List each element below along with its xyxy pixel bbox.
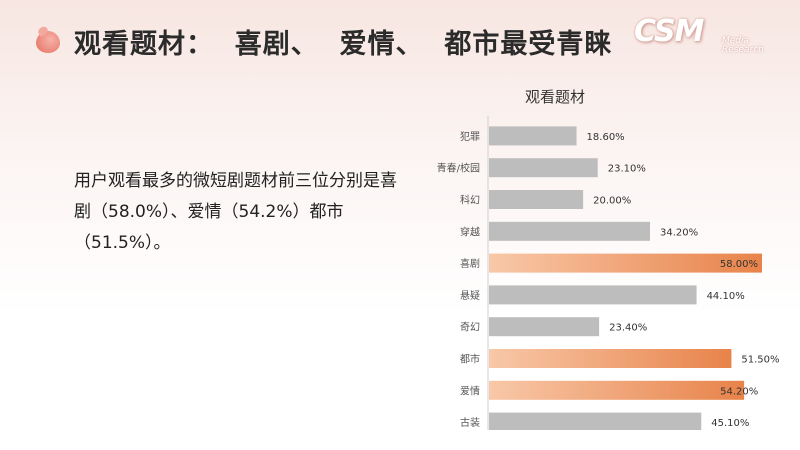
bar [489, 190, 584, 209]
logo-sub-media: Media [722, 36, 750, 46]
category-label: 穿越 [460, 225, 480, 238]
chart-title: 观看题材 [524, 88, 585, 106]
category-label: 古装 [460, 416, 480, 429]
value-label: 45.10% [711, 418, 749, 429]
category-label: 奇幻 [460, 321, 480, 334]
value-label: 18.60% [587, 132, 625, 143]
bar-highlighted [489, 349, 732, 368]
logo-sub-research: Research [722, 45, 764, 55]
bar [489, 158, 598, 178]
bar [489, 221, 650, 241]
bar-highlighted [489, 380, 745, 400]
category-label: 犯罪 [460, 131, 480, 143]
peach-icon [36, 30, 60, 53]
value-label: 44.10% [707, 291, 745, 302]
bar [489, 317, 600, 337]
bar [489, 126, 577, 146]
bar [489, 285, 697, 305]
value-label: 23.40% [609, 323, 647, 334]
category-label: 都市 [460, 353, 480, 366]
category-label: 科幻 [460, 194, 480, 207]
category-label: 爱情 [460, 384, 480, 397]
bar-highlighted [489, 253, 762, 273]
summary-text: 用户观看最多的微短剧题材前三位分别是喜剧（58.0%）、爱情（54.2%）都市（… [74, 171, 397, 253]
value-label: 58.00% [720, 259, 758, 270]
category-label: 青春/校园 [437, 162, 480, 175]
category-label: 悬疑 [460, 290, 480, 302]
bar-chart: 犯罪 18.60% 青春/校园 23.10% 科幻 20.00% 穿越 34.20% 喜剧 58.… [437, 116, 780, 430]
csm-logo: CSM Media Research [634, 14, 774, 55]
bar [489, 412, 702, 430]
value-label: 23.10% [608, 164, 646, 175]
value-label: 54.20% [720, 386, 758, 397]
category-label: 喜剧 [460, 257, 480, 270]
value-label: 51.50% [741, 355, 779, 366]
value-label: 20.00% [593, 196, 631, 207]
page-title: 观看题材： 喜剧、 爱情、 都市最受青睐 [74, 29, 613, 60]
value-label: 34.20% [660, 227, 698, 238]
title-bar: 观看题材： 喜剧、 爱情、 都市最受青睐 [36, 22, 612, 61]
logo-text: CSM [634, 14, 704, 49]
